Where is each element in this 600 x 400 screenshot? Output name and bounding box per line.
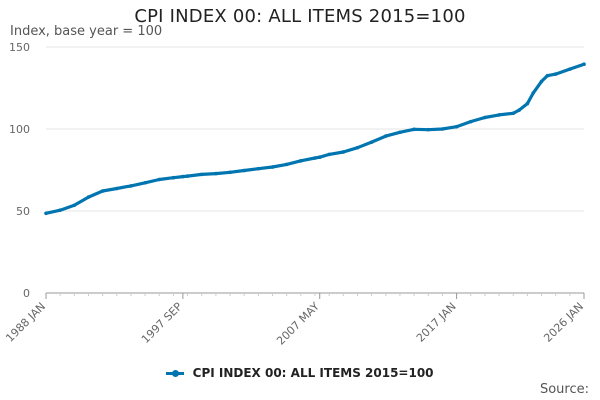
data-point[interactable]: [228, 170, 232, 175]
x-tick-label: 1997 SEP: [139, 300, 185, 346]
data-point[interactable]: [398, 130, 402, 135]
x-tick-label: 2026 JAN: [541, 300, 586, 345]
data-point[interactable]: [525, 101, 530, 106]
data-point[interactable]: [497, 113, 501, 117]
data-point[interactable]: [383, 134, 388, 138]
data-point[interactable]: [129, 184, 133, 188]
y-tick-label: 100: [9, 123, 30, 136]
data-point[interactable]: [545, 73, 550, 78]
axes: 0 50 100 150 1988 JAN 1997 SEP 2007 MAY 2017 JA…: [3, 41, 586, 348]
x-tick-label: 2007 MAY: [274, 300, 322, 348]
data-point[interactable]: [214, 171, 218, 176]
data-point[interactable]: [483, 115, 487, 120]
data-point[interactable]: [256, 166, 261, 171]
y-tick-label: 150: [9, 41, 30, 54]
series-line[interactable]: [44, 62, 586, 215]
data-point[interactable]: [44, 211, 48, 216]
data-point[interactable]: [511, 111, 516, 116]
data-point[interactable]: [568, 67, 572, 71]
data-point[interactable]: [582, 62, 586, 67]
data-point[interactable]: [284, 162, 289, 167]
data-point[interactable]: [327, 152, 331, 157]
data-point[interactable]: [185, 174, 190, 178]
data-point[interactable]: [539, 79, 544, 84]
x-tick-label: 2017 JAN: [414, 300, 459, 345]
data-point[interactable]: [355, 145, 360, 150]
grid-lines: [46, 46, 584, 212]
legend[interactable]: CPI INDEX 00: ALL ITEMS 2015=100: [0, 366, 600, 380]
chart-title: CPI INDEX 00: ALL ITEMS 2015=100: [134, 6, 466, 27]
data-point[interactable]: [270, 165, 275, 169]
data-point[interactable]: [317, 155, 322, 160]
data-point[interactable]: [242, 168, 247, 173]
y-tick-label: 0: [23, 287, 30, 300]
series-layer[interactable]: [44, 62, 586, 216]
y-tick-label: 50: [16, 205, 30, 218]
data-point[interactable]: [426, 127, 431, 132]
data-point[interactable]: [369, 140, 374, 144]
data-point[interactable]: [468, 119, 473, 124]
data-point[interactable]: [86, 195, 91, 199]
y-axis-label: Index, base year = 100: [10, 24, 163, 39]
x-tick-label: 1988 JAN: [3, 300, 48, 345]
data-point[interactable]: [440, 127, 445, 131]
data-point[interactable]: [412, 127, 416, 132]
data-point[interactable]: [72, 203, 77, 208]
data-point[interactable]: [199, 172, 204, 177]
data-point[interactable]: [531, 91, 536, 95]
data-point[interactable]: [299, 159, 303, 163]
data-point[interactable]: [114, 186, 119, 191]
data-point[interactable]: [157, 177, 162, 182]
data-point[interactable]: [143, 180, 147, 185]
legend-label: CPI INDEX 00: ALL ITEMS 2015=100: [192, 366, 434, 380]
data-point[interactable]: [171, 175, 176, 180]
data-point[interactable]: [341, 150, 346, 154]
data-point[interactable]: [313, 156, 317, 160]
source-label: Source:: [539, 382, 589, 397]
data-point[interactable]: [181, 174, 185, 179]
data-point[interactable]: [517, 108, 521, 112]
data-point[interactable]: [553, 72, 558, 76]
legend-swatch: [166, 370, 185, 377]
data-point[interactable]: [454, 124, 459, 129]
data-point[interactable]: [58, 208, 62, 212]
data-point[interactable]: [100, 189, 105, 193]
